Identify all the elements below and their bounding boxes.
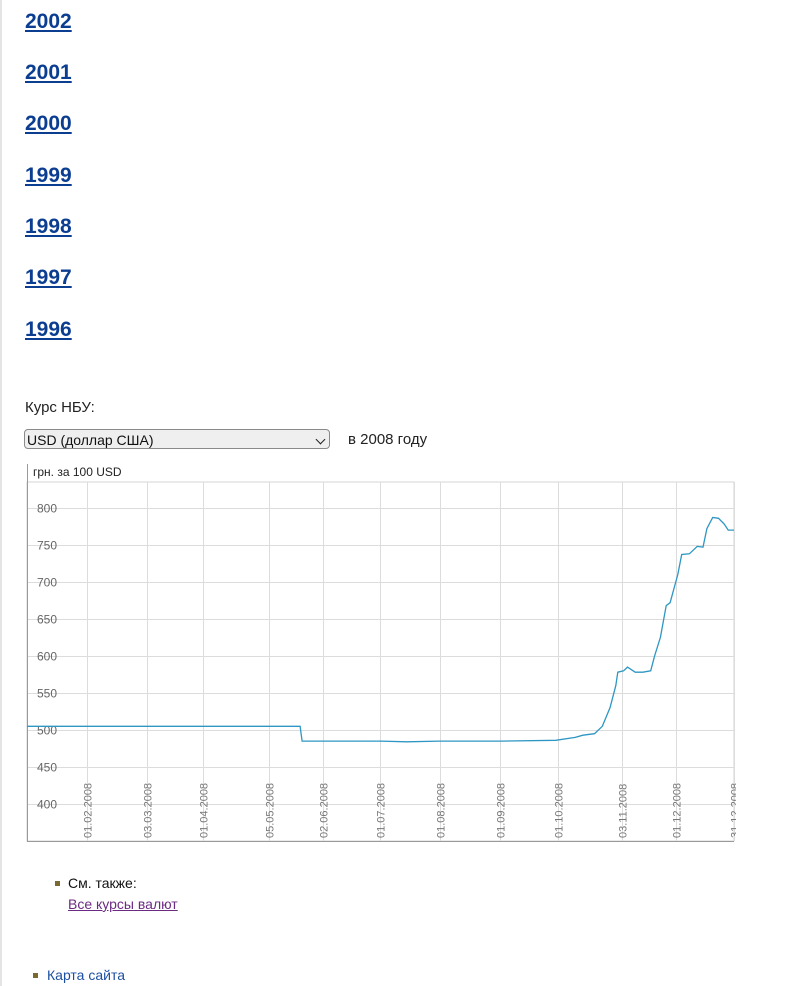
y-tick-label: 800 bbox=[37, 502, 57, 516]
exchange-rate-chart: 400 450 500 550 600 650 700 750 800 01.02.2008 03.… bbox=[26, 464, 737, 842]
bullet-icon bbox=[55, 881, 60, 886]
y-tick-label: 700 bbox=[37, 576, 57, 590]
series-line bbox=[27, 516, 734, 743]
year-item: 1998 bbox=[25, 215, 72, 239]
x-tick-label: 01.09.2008 bbox=[496, 783, 508, 838]
year-caption: в 2008 году bbox=[348, 431, 428, 448]
year-item: 1997 bbox=[25, 266, 72, 290]
year-item: 2001 bbox=[25, 61, 72, 85]
x-tick-label: 01.12.2008 bbox=[672, 783, 684, 838]
y-tick-label: 750 bbox=[37, 539, 57, 553]
chevron-down-icon bbox=[315, 434, 326, 445]
year-item: 2000 bbox=[25, 112, 72, 136]
year-link-1998[interactable]: 1998 bbox=[25, 215, 72, 238]
currency-select-value: USD (доллар США) bbox=[27, 432, 154, 448]
x-tick-label: 01.04.2008 bbox=[199, 783, 211, 838]
x-tick-label: 01.08.2008 bbox=[436, 783, 448, 838]
year-link-2000[interactable]: 2000 bbox=[25, 112, 72, 135]
x-tick-label: 01.10.2008 bbox=[554, 783, 566, 838]
year-item: 2002 bbox=[25, 10, 72, 34]
see-also-label: См. также: bbox=[68, 875, 137, 891]
x-tick-label: 01.02.2008 bbox=[83, 783, 95, 838]
year-link-1999[interactable]: 1999 bbox=[25, 164, 72, 187]
bullet-icon bbox=[33, 973, 38, 978]
y-axis-label: грн. за 100 USD bbox=[33, 465, 122, 479]
y-tick-label: 400 bbox=[37, 798, 57, 812]
y-tick-label: 600 bbox=[37, 650, 57, 664]
y-tick-label: 450 bbox=[37, 761, 57, 775]
year-link-1996[interactable]: 1996 bbox=[25, 318, 72, 341]
page-edge bbox=[0, 0, 2, 986]
year-item: 1996 bbox=[25, 318, 72, 342]
year-item: 1999 bbox=[25, 164, 72, 188]
y-tick-label: 550 bbox=[37, 687, 57, 701]
y-tick-label: 650 bbox=[37, 613, 57, 627]
year-link-1997[interactable]: 1997 bbox=[25, 266, 72, 289]
sitemap-link[interactable]: Карта сайта bbox=[47, 967, 125, 983]
x-tick-label: 03.03.2008 bbox=[143, 783, 155, 838]
currency-select[interactable]: USD (доллар США) bbox=[24, 429, 330, 449]
rate-label: Курс НБУ: bbox=[25, 399, 95, 416]
x-tick-label: 31.12.2008 bbox=[730, 783, 737, 838]
year-link-2002[interactable]: 2002 bbox=[25, 10, 72, 33]
x-tick-label: 03.11.2008 bbox=[618, 784, 630, 838]
y-tick-label: 500 bbox=[37, 724, 57, 738]
x-tick-label: 01.07.2008 bbox=[376, 783, 388, 838]
all-rates-link[interactable]: Все курсы валют bbox=[68, 896, 178, 912]
x-tick-label: 02.06.2008 bbox=[319, 783, 331, 838]
x-tick-label: 05.05.2008 bbox=[265, 783, 277, 838]
year-link-2001[interactable]: 2001 bbox=[25, 61, 72, 84]
